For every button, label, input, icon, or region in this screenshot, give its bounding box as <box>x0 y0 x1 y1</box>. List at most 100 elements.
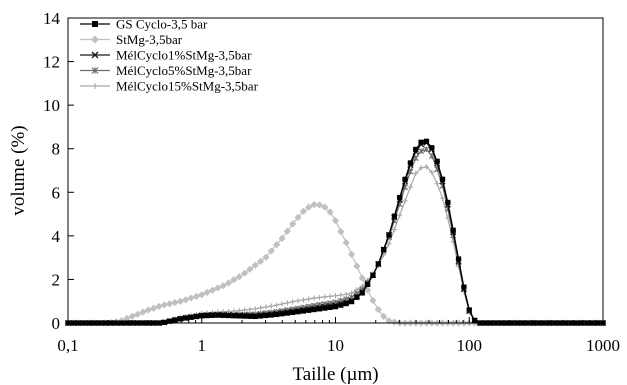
data-point <box>423 138 430 144</box>
data-point <box>247 313 253 319</box>
ticks-layer <box>67 17 604 324</box>
data-point <box>284 300 290 306</box>
legend: GS Cyclo-3,5 barStMg-3,5barMélCyclo1%StM… <box>80 17 259 94</box>
data-point <box>354 294 360 300</box>
data-point <box>434 158 440 164</box>
data-point <box>123 314 131 323</box>
data-point <box>413 146 419 153</box>
data-point <box>338 292 344 298</box>
data-point <box>343 301 349 307</box>
data-point <box>342 239 350 247</box>
data-point <box>231 313 237 319</box>
data-point <box>220 312 226 318</box>
data-point <box>295 298 301 304</box>
data-point <box>177 316 183 322</box>
data-point <box>402 176 408 182</box>
data-point <box>203 288 211 297</box>
data-point <box>369 296 377 305</box>
data-point <box>370 272 376 279</box>
data-point <box>199 313 205 319</box>
data-point <box>193 313 199 320</box>
data-point <box>139 308 147 316</box>
data-point <box>224 279 233 287</box>
data-point <box>418 139 424 145</box>
data-point <box>445 199 451 206</box>
y-tick-label: 8 <box>52 140 61 159</box>
data-point <box>429 169 435 175</box>
y-tick-label: 2 <box>52 270 61 289</box>
data-point <box>295 309 301 315</box>
data-point <box>247 306 253 313</box>
data-point <box>306 296 312 302</box>
data-point <box>279 311 285 317</box>
data-point <box>359 290 365 296</box>
data-point <box>322 294 328 300</box>
data-point <box>472 317 478 324</box>
data-point <box>166 300 174 308</box>
data-point <box>306 307 312 313</box>
data-point <box>461 284 467 290</box>
data-point <box>283 227 291 235</box>
y-axis-title: volume (%) <box>8 125 29 215</box>
data-point <box>284 310 290 316</box>
data-point <box>160 301 168 309</box>
data-point <box>407 160 413 166</box>
data-point <box>263 312 269 319</box>
data-point <box>257 257 265 265</box>
data-point <box>326 208 334 216</box>
data-point <box>128 312 136 320</box>
data-point <box>423 164 430 170</box>
data-point <box>198 291 206 299</box>
data-point <box>290 309 296 316</box>
legend-label: GS Cyclo-3,5 bar <box>116 17 208 32</box>
data-point <box>397 212 403 218</box>
data-point <box>230 276 238 284</box>
data-point <box>305 203 313 211</box>
data-point <box>209 312 216 318</box>
legend-item: MélCyclo5%StMg-3,5bar <box>80 63 252 78</box>
data-point <box>386 232 392 238</box>
data-point <box>278 234 286 242</box>
data-point <box>391 213 397 219</box>
data-point <box>365 281 371 288</box>
data-point <box>343 291 349 297</box>
legend-marker <box>92 21 98 27</box>
data-point <box>364 286 372 294</box>
x-tick-label: 10 <box>327 336 344 355</box>
legend-marker <box>92 83 98 89</box>
data-point <box>182 296 190 304</box>
data-point <box>434 181 440 187</box>
data-point <box>240 269 249 277</box>
data-point <box>183 315 189 321</box>
data-point <box>214 284 222 292</box>
y-tick-label: 12 <box>43 53 60 72</box>
data-point <box>418 147 425 154</box>
legend-marker <box>91 51 99 59</box>
data-point <box>310 200 318 209</box>
data-point <box>315 201 324 209</box>
data-point <box>219 282 227 290</box>
data-point <box>327 304 333 310</box>
legend-item: GS Cyclo-3,5 bar <box>80 17 208 32</box>
data-point <box>172 317 178 323</box>
data-point <box>353 262 361 270</box>
data-point <box>258 305 264 311</box>
legend-item: MélCyclo1%StMg-3,5bar <box>80 48 252 63</box>
tick-labels: 0,1 1 10 100 1000 0 2 4 6 8 10 12 14 <box>43 9 620 355</box>
data-point <box>322 305 328 311</box>
data-point <box>268 303 274 309</box>
data-point <box>274 302 280 308</box>
data-point <box>290 299 296 305</box>
data-point <box>418 165 424 171</box>
data-point <box>321 203 329 211</box>
data-point <box>289 220 297 228</box>
data-point <box>300 297 306 303</box>
data-point <box>311 295 317 301</box>
data-point <box>380 312 388 320</box>
data-point <box>171 298 179 307</box>
data-point <box>225 312 232 319</box>
data-point <box>161 319 167 325</box>
legend-marker <box>91 67 99 74</box>
data-point <box>241 313 248 319</box>
data-point <box>358 274 366 282</box>
